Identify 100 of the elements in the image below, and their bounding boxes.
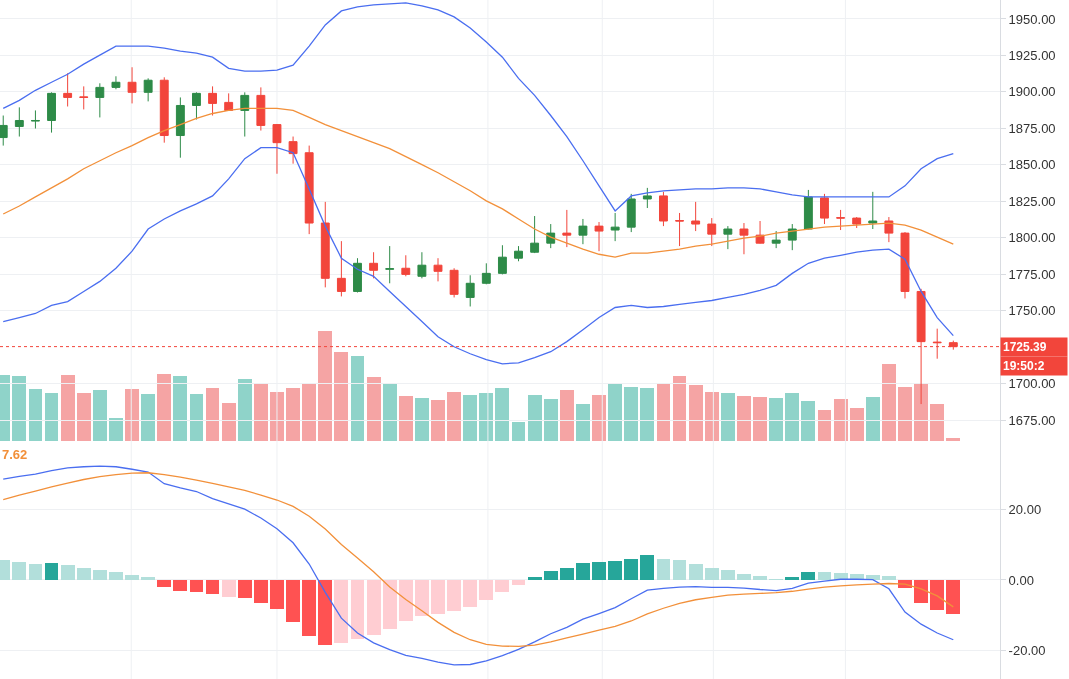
bar [76,567,91,580]
candlestick [63,72,73,107]
bar [253,383,268,441]
bar [737,395,751,441]
bar [881,576,896,580]
candlestick [79,85,89,110]
bar [672,560,687,580]
bar [286,579,300,622]
bar [205,388,220,441]
bar [157,373,172,441]
candlestick [723,225,733,250]
bar [109,571,123,580]
bar [785,392,800,441]
bar [527,394,542,441]
bar [205,579,220,595]
bar [414,398,429,441]
bar [318,331,333,441]
candlestick [143,77,153,102]
bar [463,579,478,607]
candlestick [0,115,8,147]
annotation: 7.62 [2,447,28,462]
y-tick-label: 1800.00 [1008,230,1056,246]
candlestick [401,254,411,277]
candlestick [449,267,459,298]
bar [849,408,864,441]
bar [431,579,445,614]
candlestick [771,230,781,249]
bar [624,387,639,441]
bar [92,390,107,441]
candlestick [111,75,121,90]
bar [125,389,139,441]
bar [350,356,365,441]
y-tick-label: -20.00 [1008,643,1046,659]
bar [511,579,526,585]
bar [640,555,655,580]
bar [592,562,606,580]
bar [28,389,43,441]
bar [865,397,880,441]
bar [801,571,816,580]
bar [946,579,961,614]
bar [881,364,896,441]
candlestick [787,223,797,251]
bar [221,402,236,441]
bar [720,392,735,441]
candlestick [417,251,427,279]
y-tick-label: 1875.00 [1008,120,1056,136]
bar [720,570,735,580]
bar [608,560,623,580]
candlestick [192,91,201,120]
bar [398,579,413,622]
candlestick [224,92,234,112]
bar [302,579,317,637]
bar [930,403,945,441]
bar [253,579,268,604]
y-tick-label: 1850.00 [1008,157,1056,173]
candlestick [240,91,250,138]
ref-line-label: 1725.39 [1003,340,1047,354]
candlestick [465,274,475,307]
candlestick [353,257,362,293]
bar [447,579,462,612]
candlestick [497,244,507,275]
candlestick [288,136,298,165]
candlestick [868,191,878,230]
candlestick [320,201,330,288]
candlestick [836,209,846,231]
bar [559,390,574,441]
bar [398,395,413,441]
bar [382,579,397,630]
y-tick-label: 1950.00 [1008,11,1056,27]
candlestick [159,76,169,144]
candlestick [626,193,636,233]
bar [817,571,832,580]
bar [60,565,75,580]
bar [173,376,188,441]
bar [334,579,349,644]
y-tick-label: 20.00 [1008,501,1042,517]
bar [28,564,43,580]
candlestick [578,218,588,245]
candlestick [900,231,910,299]
candlestick [659,191,668,227]
bar [624,558,639,580]
bar [221,579,236,597]
candlestick [127,66,137,104]
bar [479,579,494,601]
bar [447,391,462,441]
bar [898,387,912,441]
y-tick-label: 1775.00 [1008,266,1056,282]
candlestick [272,123,282,175]
candlestick [820,193,829,225]
bar [286,388,300,441]
candlestick [514,245,523,262]
bar [914,579,929,604]
bar [431,400,445,441]
bar [270,579,284,609]
y-tick-label: 1900.00 [1008,84,1056,100]
bar [109,417,123,441]
bar [44,563,59,580]
bar [318,579,333,645]
bar [463,394,478,441]
bar [173,579,188,591]
